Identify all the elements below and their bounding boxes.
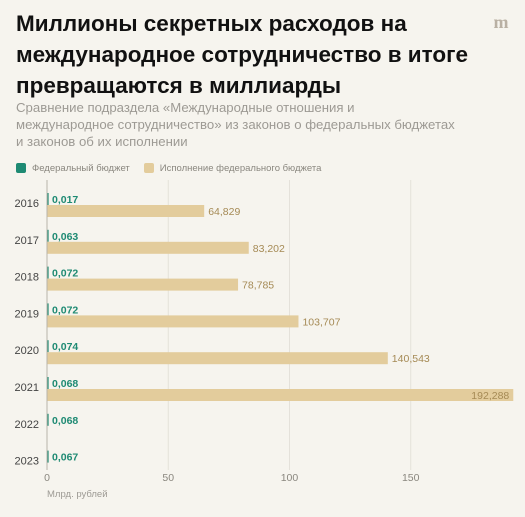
- bar-execution: [47, 389, 514, 401]
- publisher-logo: m: [493, 12, 509, 32]
- x-tick-label: 0: [44, 472, 50, 484]
- chart-subtitle: Сравнение подраздела «Международные отно…: [16, 100, 455, 149]
- x-tick-label: 50: [162, 472, 174, 484]
- x-axis-label: Млрд. рублей: [47, 489, 108, 500]
- data-label-budget: 0,063: [52, 231, 78, 243]
- data-label-execution: 64,829: [208, 206, 240, 218]
- bar-execution: [47, 278, 239, 291]
- data-label-execution: 78,785: [242, 280, 274, 292]
- bar-budget: [47, 450, 49, 463]
- bar-budget: [47, 266, 49, 279]
- y-tick-label: 2021: [15, 382, 39, 394]
- data-label-budget: 0,072: [52, 304, 78, 316]
- bar-budget: [47, 303, 49, 316]
- bar-budget: [47, 340, 49, 353]
- data-label-budget: 0,072: [52, 268, 78, 280]
- data-label-budget: 0,067: [52, 452, 78, 464]
- y-tick-label: 2018: [15, 272, 39, 284]
- bar-execution: [47, 352, 388, 365]
- legend-label-budget: Федеральный бюджет: [32, 162, 130, 174]
- bar-budget: [47, 377, 49, 389]
- data-label-execution: 103,707: [302, 316, 340, 328]
- legend-swatch-budget: [16, 163, 26, 173]
- x-tick-label: 150: [402, 472, 420, 484]
- legend-item-budget: Федеральный бюджет: [16, 163, 130, 174]
- y-tick-label: 2022: [15, 419, 39, 431]
- bar-budget: [47, 229, 49, 242]
- data-label-budget: 0,074: [52, 341, 78, 353]
- bar-budget: [47, 413, 49, 426]
- data-label-execution: 140,543: [392, 353, 430, 365]
- data-label-execution: 83,202: [253, 243, 285, 255]
- chart-legend: Федеральный бюджет Исполнение федерально…: [16, 160, 335, 176]
- bar-budget: [47, 193, 49, 205]
- bar-chart: 0 50 100 150 2016 0,017 64,829 2017 0,063 83,202 2…: [15, 180, 514, 484]
- y-tick-label: 2016: [15, 198, 39, 210]
- data-label-execution: 192,288: [471, 390, 509, 402]
- y-tick-label: 2020: [15, 345, 39, 357]
- y-tick-label: 2019: [15, 308, 39, 320]
- bar-execution: [47, 315, 299, 328]
- data-label-budget: 0,068: [52, 378, 78, 390]
- data-label-budget: 0,017: [52, 194, 78, 206]
- legend-swatch-execution: [143, 163, 154, 173]
- legend-item-execution: Исполнение федерального бюджета: [143, 162, 322, 174]
- bar-execution: [47, 205, 205, 217]
- x-tick-label: 100: [281, 472, 299, 484]
- legend-label-execution: Исполнение федерального бюджета: [159, 162, 322, 174]
- bar-execution: [47, 241, 249, 254]
- data-label-budget: 0,068: [52, 415, 78, 427]
- y-tick-label: 2023: [15, 456, 39, 468]
- y-tick-label: 2017: [15, 235, 39, 247]
- chart-title: Миллионы секретных расходов на междунаро…: [16, 11, 468, 98]
